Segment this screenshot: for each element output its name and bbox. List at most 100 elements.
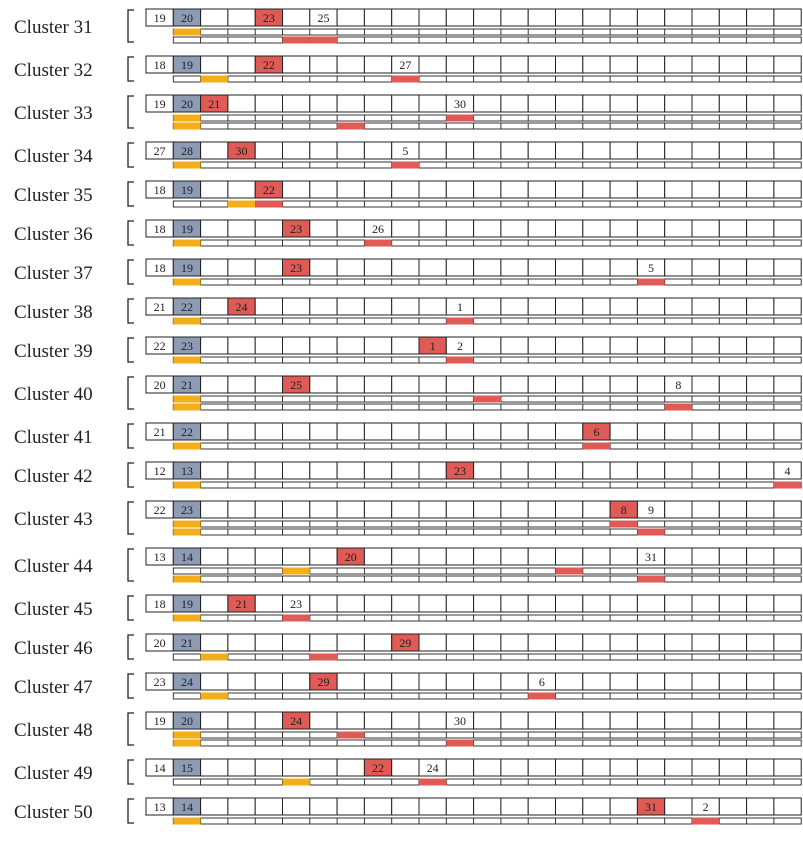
grid-cell	[473, 547, 502, 566]
cluster-group: Cluster 46 20 21 29	[14, 633, 802, 661]
cluster-label: Cluster 37	[14, 263, 93, 284]
grid-cell	[254, 141, 283, 160]
cell-value: 24	[427, 761, 439, 775]
grid-cell	[555, 797, 584, 816]
cluster-bracket	[127, 595, 134, 621]
grid-cell	[363, 8, 393, 27]
cluster-group: Cluster 31 19 20 23 25	[14, 8, 802, 44]
grid-cell	[336, 633, 365, 652]
grid-cell	[746, 8, 775, 27]
grid-cell	[718, 422, 748, 441]
grid-cell	[746, 375, 775, 394]
grid-cell	[773, 547, 802, 566]
grid-cell	[773, 711, 802, 730]
grid-cell	[500, 141, 529, 160]
grid-cell	[254, 797, 283, 816]
bar-track	[172, 239, 802, 247]
cell-value: 8	[675, 378, 681, 392]
bar-track	[172, 28, 802, 36]
bar-track	[172, 442, 802, 450]
cluster-group: Cluster 48 19 20 24 30	[14, 711, 802, 747]
bar-track	[172, 122, 802, 130]
grid-cell	[254, 219, 283, 238]
grid-cell	[555, 633, 584, 652]
cluster-label: Cluster 35	[14, 185, 93, 206]
grid-cell	[200, 461, 229, 480]
red-bar	[282, 614, 310, 622]
cell-value: 30	[454, 714, 466, 728]
grid-cell	[500, 672, 529, 691]
grid-cell	[582, 8, 611, 27]
grid-cell	[418, 594, 447, 613]
cell-value: 20	[345, 550, 357, 564]
grid-cell	[391, 219, 420, 238]
red-bar	[637, 528, 665, 536]
grid-cell	[254, 633, 283, 652]
grid-cell	[582, 141, 611, 160]
grid-cell	[473, 672, 502, 691]
grid-cell	[527, 461, 557, 480]
grid-cell	[527, 219, 557, 238]
grid-cell	[200, 594, 229, 613]
grid-cell	[582, 375, 611, 394]
grid-cell	[636, 672, 666, 691]
grid-cell	[391, 8, 420, 27]
grid-cell	[636, 758, 666, 777]
grid-cell	[336, 8, 365, 27]
grid-cell	[473, 258, 502, 277]
grid-cell	[309, 547, 338, 566]
grid-cell	[582, 55, 611, 74]
grid-cell	[746, 797, 775, 816]
grid-cell	[582, 633, 611, 652]
grid-cell	[555, 422, 584, 441]
cluster-label: Cluster 43	[14, 509, 93, 530]
cell-value: 1	[430, 339, 436, 353]
grid-cell	[527, 258, 557, 277]
cluster-group: Cluster 43 22 23 8 9	[14, 500, 802, 536]
grid-cell	[254, 711, 283, 730]
grid-cell	[391, 711, 420, 730]
grid-cell	[555, 94, 584, 113]
grid-cell	[582, 336, 611, 355]
grid-cell	[445, 422, 475, 441]
grid-cell	[309, 594, 338, 613]
grid-cell	[418, 55, 447, 74]
grid-cell	[773, 180, 802, 199]
grid-cell	[500, 258, 529, 277]
red-bar	[446, 739, 474, 747]
cell-value: 5	[648, 261, 654, 275]
grid-cell	[363, 422, 393, 441]
grid-cell	[309, 711, 338, 730]
cluster-bracket	[127, 9, 134, 43]
grid-cell	[664, 422, 693, 441]
grid-cell	[445, 797, 475, 816]
grid-cell	[718, 258, 748, 277]
grid-cell	[445, 141, 475, 160]
grid-cell	[718, 336, 748, 355]
grid-cell	[691, 422, 720, 441]
grid-cell	[445, 758, 475, 777]
grid-cell	[282, 141, 311, 160]
grid-cell	[664, 797, 693, 816]
grid-cell	[609, 219, 638, 238]
grid-cell	[445, 258, 475, 277]
cell-value: 24	[290, 714, 302, 728]
cluster-label: Cluster 48	[14, 720, 93, 741]
bar-track	[172, 778, 802, 786]
grid-cell	[664, 500, 693, 519]
grid-cell	[664, 55, 693, 74]
grid-cell	[445, 219, 475, 238]
grid-cell	[363, 547, 393, 566]
grid-cell	[336, 180, 365, 199]
orange-bar	[173, 481, 201, 489]
grid-cell	[363, 141, 393, 160]
grid-cell	[636, 375, 666, 394]
cell-value: 18	[154, 222, 166, 236]
red-bar	[391, 75, 419, 83]
cluster-bracket	[127, 634, 134, 660]
cell-value: 30	[454, 97, 466, 111]
grid-cell	[418, 461, 447, 480]
cluster-label: Cluster 32	[14, 60, 93, 81]
cell-value: 12	[154, 464, 166, 478]
grid-cell	[200, 258, 229, 277]
